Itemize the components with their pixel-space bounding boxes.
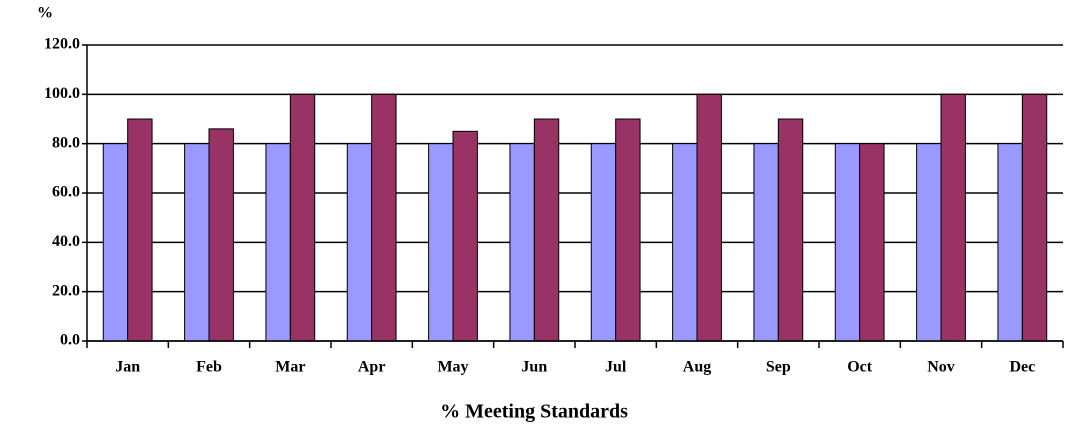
bar [533, 118, 560, 342]
x-tick-label: Mar [275, 359, 305, 376]
x-tick-label: Jan [115, 359, 140, 376]
bar [452, 130, 478, 342]
bar [940, 93, 966, 342]
bar [590, 143, 617, 342]
bar [127, 118, 153, 342]
y-tick-label: 40.0 [52, 233, 80, 250]
bar [696, 93, 722, 342]
bar [509, 143, 535, 342]
y-axis-label: % [37, 5, 53, 22]
x-tick-label: Sep [766, 359, 791, 376]
bar [208, 128, 234, 342]
y-tick-label: 20.0 [52, 282, 80, 299]
bar [997, 143, 1023, 342]
x-tick-label: May [437, 359, 468, 376]
bar [1021, 93, 1048, 342]
bar [672, 143, 698, 342]
bar [615, 118, 641, 342]
y-tick-label: 60.0 [52, 184, 80, 201]
bar [265, 143, 291, 342]
bar [184, 143, 210, 342]
bar [916, 143, 942, 342]
bar [777, 118, 804, 342]
x-tick-label: Nov [927, 359, 955, 376]
y-tick-label: 120.0 [44, 36, 80, 53]
x-tick-label: Oct [847, 359, 873, 376]
x-tick-label: Jul [605, 359, 627, 376]
bar [753, 143, 779, 342]
x-tick-label: Feb [196, 359, 222, 376]
bar [834, 143, 861, 342]
bar [289, 93, 316, 342]
x-tick-label: Dec [1009, 359, 1035, 376]
y-tick-label: 0.0 [60, 332, 80, 349]
bar [102, 143, 129, 342]
y-tick-label: 80.0 [52, 134, 80, 151]
bar [371, 93, 397, 342]
bar [428, 143, 454, 342]
bar [859, 143, 885, 342]
y-tick-label: 100.0 [44, 85, 80, 102]
bar [346, 143, 373, 342]
x-axis-label: % Meeting Standards [440, 401, 628, 423]
x-tick-label: Apr [358, 359, 386, 376]
x-tick-label: Jun [521, 359, 547, 376]
x-tick-label: Aug [683, 359, 711, 376]
